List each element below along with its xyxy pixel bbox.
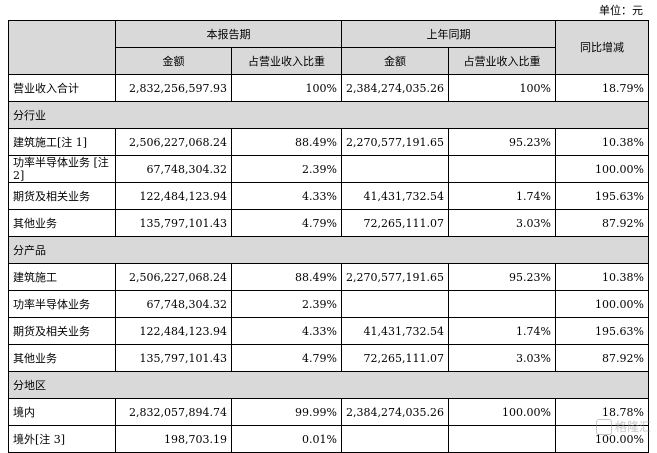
header-yoy-change: 同比增减: [555, 20, 649, 75]
table-row: 建筑施工 2,506,227,068.24 88.49% 2,270,577,1…: [8, 263, 649, 291]
row-prev-amount: 72,265,111.07: [341, 344, 449, 372]
revenue-breakdown-table: 本报告期 上年同期 同比增减 金额 占营业收入比重 金额 占营业收入比重 营业收…: [8, 20, 649, 453]
table-row: 建筑施工[注 1] 2,506,227,068.24 88.49% 2,270,…: [8, 128, 649, 156]
section-title: 分产品: [8, 236, 649, 264]
row-prev-share: 95.23%: [448, 263, 556, 291]
row-cur-amount: 122,484,123.94: [115, 317, 232, 345]
row-cur-share: 0.01%: [231, 425, 342, 453]
row-prev-amount: 2,270,577,191.65: [341, 263, 449, 291]
row-prev-share: [448, 290, 556, 318]
section-header-product: 分产品: [8, 236, 649, 264]
row-prev-share: [448, 155, 556, 183]
row-yoy: 100.00%: [555, 290, 649, 318]
row-label: 功率半导体业务 [注 2]: [8, 155, 116, 183]
row-yoy: 10.38%: [555, 128, 649, 156]
row-cur-amount: 198,703.19: [115, 425, 232, 453]
row-cur-amount: 135,797,101.43: [115, 209, 232, 237]
header-prev-share: 占营业收入比重: [448, 47, 556, 75]
row-yoy: 87.92%: [555, 209, 649, 237]
row-prev-amount: [341, 425, 449, 453]
row-label: 建筑施工: [8, 263, 116, 291]
header-prior-period: 上年同期: [341, 20, 556, 48]
row-yoy: 18.78%: [555, 398, 649, 426]
row-label: 境外[注 3]: [8, 425, 116, 453]
watermark: 格隆汇: [595, 418, 651, 435]
table-row: 期货及相关业务 122,484,123.94 4.33% 41,431,732.…: [8, 182, 649, 210]
total-prev-amount: 2,384,274,035.26: [341, 74, 449, 102]
header-blank-cell: [8, 20, 116, 75]
row-label: 境内: [8, 398, 116, 426]
header-cur-share: 占营业收入比重: [231, 47, 342, 75]
row-prev-share: 100.00%: [448, 398, 556, 426]
row-yoy: 195.63%: [555, 182, 649, 210]
row-prev-share: 3.03%: [448, 344, 556, 372]
row-yoy: 10.38%: [555, 263, 649, 291]
row-cur-amount: 67,748,304.32: [115, 155, 232, 183]
table-row: 其他业务 135,797,101.43 4.79% 72,265,111.07 …: [8, 344, 649, 372]
table-row: 境内 2,832,057,894.74 99.99% 2,384,274,035…: [8, 398, 649, 426]
row-prev-amount: 2,384,274,035.26: [341, 398, 449, 426]
header-prev-amount: 金额: [341, 47, 449, 75]
total-cur-amount: 2,832,256,597.93: [115, 74, 232, 102]
header-row-1: 本报告期 上年同期 同比增减: [8, 20, 649, 75]
row-prev-share: 1.74%: [448, 182, 556, 210]
row-prev-amount: 2,270,577,191.65: [341, 128, 449, 156]
row-label: 建筑施工[注 1]: [8, 128, 116, 156]
table-row: 功率半导体业务 67,748,304.32 2.39% 100.00%: [8, 290, 649, 318]
row-label: 其他业务: [8, 344, 116, 372]
watermark-text: 格隆汇: [614, 420, 651, 434]
watermark-logo-icon: [595, 418, 612, 435]
row-prev-amount: 72,265,111.07: [341, 209, 449, 237]
row-cur-share: 88.49%: [231, 263, 342, 291]
row-cur-share: 2.39%: [231, 290, 342, 318]
total-label: 营业收入合计: [8, 74, 116, 102]
row-cur-share: 2.39%: [231, 155, 342, 183]
row-cur-amount: 135,797,101.43: [115, 344, 232, 372]
row-prev-amount: 41,431,732.54: [341, 317, 449, 345]
row-yoy: 195.63%: [555, 317, 649, 345]
row-cur-share: 4.79%: [231, 209, 342, 237]
section-header-industry: 分行业: [8, 101, 649, 129]
row-prev-amount: 41,431,732.54: [341, 182, 449, 210]
row-cur-amount: 2,506,227,068.24: [115, 263, 232, 291]
header-cur-amount: 金额: [115, 47, 232, 75]
row-cur-amount: 2,506,227,068.24: [115, 128, 232, 156]
row-cur-share: 4.79%: [231, 344, 342, 372]
row-cur-amount: 2,832,057,894.74: [115, 398, 232, 426]
row-label: 期货及相关业务: [8, 182, 116, 210]
row-label: 功率半导体业务: [8, 290, 116, 318]
row-cur-share: 4.33%: [231, 182, 342, 210]
row-prev-amount: [341, 155, 449, 183]
section-title: 分地区: [8, 371, 649, 399]
row-prev-amount: [341, 290, 449, 318]
total-yoy: 18.79%: [555, 74, 649, 102]
row-cur-amount: 122,484,123.94: [115, 182, 232, 210]
row-prev-share: 3.03%: [448, 209, 556, 237]
section-title: 分行业: [8, 101, 649, 129]
header-row-2: 金额 占营业收入比重 金额 占营业收入比重: [9, 47, 649, 75]
row-cur-share: 88.49%: [231, 128, 342, 156]
row-prev-share: 95.23%: [448, 128, 556, 156]
row-label: 其他业务: [8, 209, 116, 237]
table-row: 期货及相关业务 122,484,123.94 4.33% 41,431,732.…: [8, 317, 649, 345]
row-prev-share: [448, 425, 556, 453]
row-yoy: 87.92%: [555, 344, 649, 372]
table-row: 境外[注 3] 198,703.19 0.01% 100.00%: [8, 425, 649, 453]
unit-label: 单位：元: [599, 4, 643, 17]
total-prev-share: 100%: [448, 74, 556, 102]
total-row: 营业收入合计 2,832,256,597.93 100% 2,384,274,0…: [8, 74, 649, 102]
total-cur-share: 100%: [231, 74, 342, 102]
table-row: 功率半导体业务 [注 2] 67,748,304.32 2.39% 100.00…: [8, 155, 649, 183]
row-cur-share: 4.33%: [231, 317, 342, 345]
row-cur-share: 99.99%: [231, 398, 342, 426]
header-current-period: 本报告期: [115, 20, 342, 48]
row-label: 期货及相关业务: [8, 317, 116, 345]
row-prev-share: 1.74%: [448, 317, 556, 345]
table-row: 其他业务 135,797,101.43 4.79% 72,265,111.07 …: [8, 209, 649, 237]
section-header-region: 分地区: [8, 371, 649, 399]
row-cur-amount: 67,748,304.32: [115, 290, 232, 318]
row-yoy: 100.00%: [555, 155, 649, 183]
